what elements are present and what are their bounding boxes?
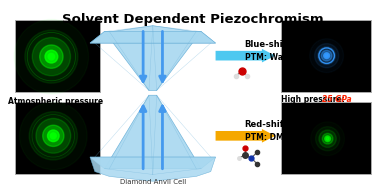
Circle shape bbox=[325, 54, 328, 57]
Text: Red-shift: Red-shift bbox=[245, 120, 288, 129]
Bar bbox=[281, 102, 371, 174]
FancyArrow shape bbox=[216, 129, 275, 143]
Circle shape bbox=[326, 137, 329, 140]
Circle shape bbox=[25, 30, 78, 83]
Circle shape bbox=[325, 136, 330, 142]
Circle shape bbox=[29, 112, 78, 160]
Text: PTM: Water: PTM: Water bbox=[245, 53, 295, 62]
Text: Solvent Dependent Piezochromism: Solvent Dependent Piezochromism bbox=[62, 13, 323, 26]
Bar bbox=[281, 20, 371, 92]
Circle shape bbox=[43, 125, 64, 146]
Circle shape bbox=[316, 127, 340, 151]
Circle shape bbox=[50, 133, 56, 139]
Circle shape bbox=[319, 130, 336, 147]
Polygon shape bbox=[90, 157, 216, 169]
Circle shape bbox=[318, 47, 335, 64]
Circle shape bbox=[36, 119, 71, 153]
FancyArrow shape bbox=[216, 49, 275, 62]
Text: PTM: DMF: PTM: DMF bbox=[245, 133, 289, 142]
Circle shape bbox=[47, 130, 59, 142]
Circle shape bbox=[322, 133, 333, 144]
Circle shape bbox=[324, 53, 329, 59]
Text: Atmospheric pressure: Atmospheric pressure bbox=[8, 97, 103, 106]
Circle shape bbox=[321, 50, 332, 61]
Polygon shape bbox=[90, 157, 216, 181]
Bar bbox=[15, 20, 100, 92]
Text: High pressure:: High pressure: bbox=[281, 95, 348, 104]
Circle shape bbox=[48, 53, 54, 60]
Circle shape bbox=[32, 37, 70, 76]
Polygon shape bbox=[90, 32, 216, 43]
Text: Blue-shift: Blue-shift bbox=[245, 40, 291, 49]
Text: Diamond Anvil Cell: Diamond Anvil Cell bbox=[120, 179, 186, 185]
Bar bbox=[15, 102, 100, 174]
Circle shape bbox=[45, 50, 58, 63]
Polygon shape bbox=[104, 32, 201, 90]
Polygon shape bbox=[104, 95, 201, 169]
Circle shape bbox=[40, 45, 63, 68]
Polygon shape bbox=[90, 26, 216, 43]
Text: 25 GPa: 25 GPa bbox=[322, 95, 351, 104]
Circle shape bbox=[314, 44, 339, 68]
